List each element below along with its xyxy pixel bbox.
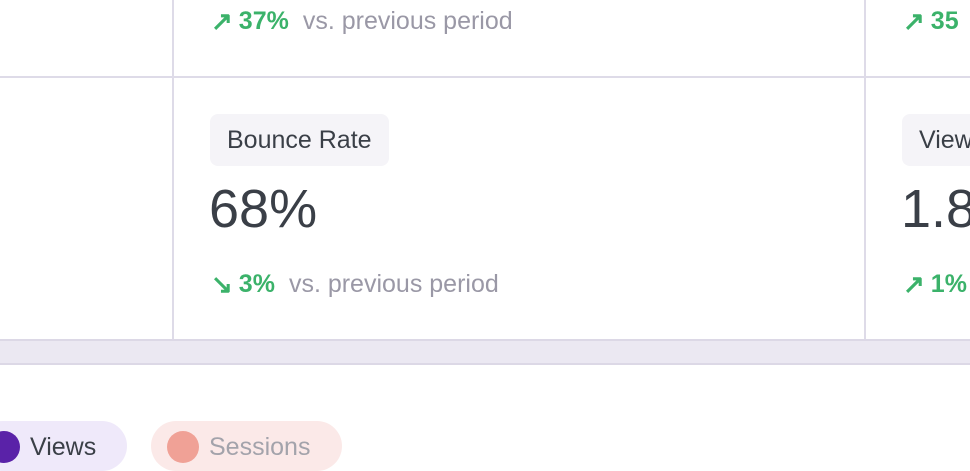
views-color-dot (0, 431, 20, 463)
divider (172, 0, 174, 340)
arrow-down-right-icon: ↘ (211, 269, 233, 299)
card-change: ↗ 35 (903, 6, 959, 36)
sessions-color-dot (167, 431, 199, 463)
card-value: 68% (209, 179, 318, 239)
card-change: ↘ 3% vs. previous period (211, 269, 499, 299)
card-value: 1.8 (901, 179, 970, 239)
section-separator (0, 339, 970, 365)
arrow-up-right-icon: ↗ (903, 6, 925, 36)
card-label: Bounce Rate (210, 114, 389, 166)
card-change: ↗ 1% (903, 269, 967, 299)
legend-sessions-toggle[interactable]: Sessions (151, 421, 342, 471)
visitors-change: ↗ 37% vs. previous period (211, 6, 513, 36)
divider (0, 76, 970, 78)
arrow-up-right-icon: ↗ (903, 269, 925, 299)
legend-views-toggle[interactable]: Views (0, 421, 127, 471)
card-label: View (902, 114, 970, 166)
divider (864, 0, 866, 340)
arrow-up-right-icon: ↗ (211, 6, 233, 36)
